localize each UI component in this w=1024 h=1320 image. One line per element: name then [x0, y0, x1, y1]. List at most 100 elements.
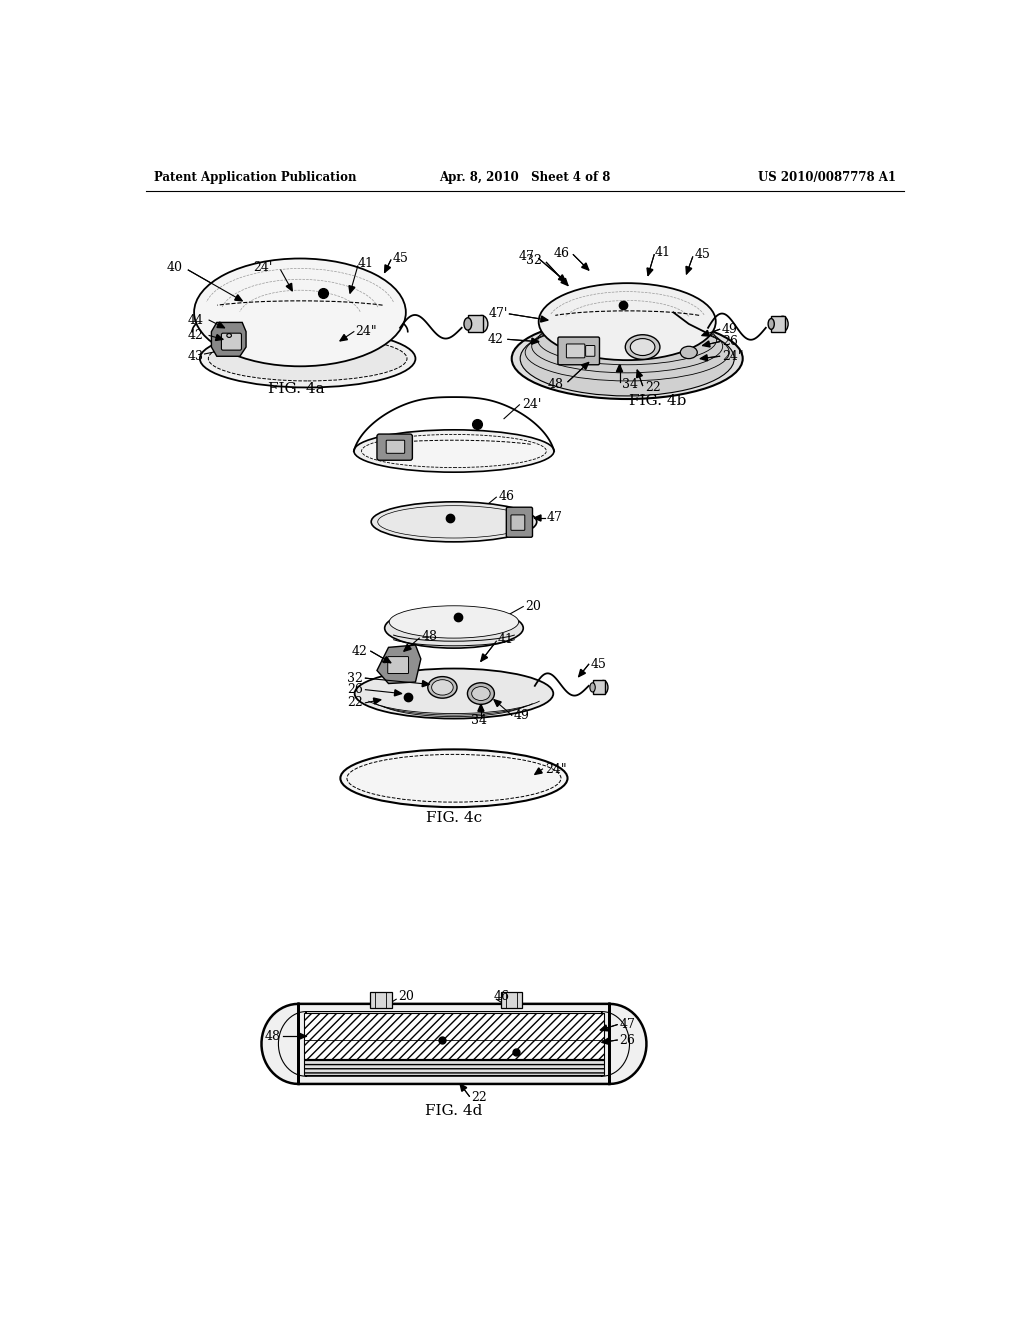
Polygon shape [261, 1003, 646, 1084]
Text: 49: 49 [513, 709, 529, 722]
Polygon shape [582, 263, 589, 271]
FancyBboxPatch shape [501, 993, 522, 1007]
Text: 41: 41 [654, 246, 670, 259]
FancyBboxPatch shape [771, 317, 785, 331]
FancyBboxPatch shape [586, 346, 595, 356]
FancyBboxPatch shape [566, 345, 585, 358]
Text: 22: 22 [645, 381, 660, 395]
Ellipse shape [520, 321, 734, 396]
Polygon shape [304, 1059, 604, 1074]
Text: FIG. 4a: FIG. 4a [268, 383, 325, 396]
FancyBboxPatch shape [506, 507, 532, 537]
Polygon shape [602, 1039, 609, 1044]
Ellipse shape [472, 686, 490, 701]
Polygon shape [535, 768, 543, 775]
Ellipse shape [432, 680, 454, 696]
Polygon shape [494, 700, 502, 706]
Text: 48: 48 [422, 630, 437, 643]
Ellipse shape [340, 750, 567, 807]
Ellipse shape [680, 346, 697, 359]
Polygon shape [702, 341, 710, 347]
Text: FIG. 4d: FIG. 4d [425, 1104, 482, 1118]
Text: 46: 46 [499, 490, 515, 503]
Polygon shape [616, 364, 623, 372]
Polygon shape [377, 645, 421, 684]
Polygon shape [422, 681, 429, 686]
Text: Apr. 8, 2010   Sheet 4 of 8: Apr. 8, 2010 Sheet 4 of 8 [439, 172, 610, 185]
Ellipse shape [200, 330, 416, 388]
Text: 47: 47 [620, 1018, 635, 1031]
Text: 32: 32 [526, 255, 542, 268]
Polygon shape [531, 338, 539, 345]
FancyBboxPatch shape [370, 993, 391, 1007]
Polygon shape [460, 1084, 467, 1092]
Polygon shape [211, 322, 246, 356]
Polygon shape [579, 669, 586, 677]
Polygon shape [234, 294, 243, 301]
FancyBboxPatch shape [377, 434, 413, 461]
Polygon shape [340, 334, 347, 341]
Ellipse shape [354, 430, 554, 473]
Polygon shape [582, 363, 589, 370]
Ellipse shape [599, 681, 608, 694]
Ellipse shape [475, 315, 487, 333]
Polygon shape [286, 284, 292, 290]
Text: 24": 24" [545, 763, 566, 776]
Ellipse shape [768, 318, 774, 330]
Ellipse shape [195, 259, 406, 367]
Text: 46: 46 [553, 247, 569, 260]
Text: 49: 49 [722, 323, 738, 335]
Ellipse shape [590, 682, 595, 692]
Ellipse shape [512, 318, 742, 399]
Text: Patent Application Publication: Patent Application Publication [154, 172, 356, 185]
Text: 48: 48 [547, 378, 563, 391]
Polygon shape [215, 334, 223, 341]
Polygon shape [700, 355, 708, 360]
Polygon shape [686, 267, 692, 275]
Ellipse shape [385, 609, 523, 648]
Polygon shape [541, 315, 548, 322]
Polygon shape [217, 322, 224, 327]
Text: FIG. 4b: FIG. 4b [630, 393, 687, 408]
Text: 45: 45 [392, 252, 409, 265]
Text: 47': 47' [488, 308, 508, 321]
Polygon shape [600, 1026, 608, 1031]
Text: 47: 47 [547, 511, 562, 524]
Text: US 2010/0087778 A1: US 2010/0087778 A1 [758, 172, 896, 185]
Polygon shape [374, 698, 381, 704]
Ellipse shape [371, 502, 537, 543]
FancyBboxPatch shape [386, 441, 404, 453]
Polygon shape [647, 268, 653, 276]
Text: 45: 45 [694, 248, 710, 261]
Polygon shape [394, 690, 401, 696]
Text: 24': 24' [254, 261, 273, 275]
Text: 42: 42 [352, 644, 368, 657]
Polygon shape [383, 656, 391, 663]
Text: 34: 34 [471, 714, 487, 727]
Text: 45: 45 [590, 657, 606, 671]
Text: 20: 20 [525, 601, 542, 612]
Text: 48: 48 [265, 1030, 281, 1043]
Text: 44: 44 [187, 314, 204, 326]
Text: 47: 47 [518, 251, 535, 264]
FancyBboxPatch shape [468, 315, 483, 333]
Polygon shape [403, 644, 412, 651]
FancyBboxPatch shape [221, 333, 242, 350]
Text: 26: 26 [347, 684, 364, 696]
Text: 42: 42 [487, 333, 503, 346]
Ellipse shape [464, 318, 472, 330]
Ellipse shape [777, 317, 788, 331]
Polygon shape [478, 705, 484, 711]
Ellipse shape [539, 284, 716, 360]
Text: 24': 24' [521, 399, 541, 412]
Polygon shape [481, 653, 487, 661]
Ellipse shape [626, 335, 659, 359]
Ellipse shape [354, 668, 553, 718]
Text: 20: 20 [398, 990, 415, 1003]
Ellipse shape [631, 338, 655, 355]
Polygon shape [304, 1014, 604, 1059]
Ellipse shape [389, 606, 518, 638]
Ellipse shape [467, 682, 495, 705]
FancyBboxPatch shape [388, 656, 409, 673]
Ellipse shape [208, 337, 407, 381]
